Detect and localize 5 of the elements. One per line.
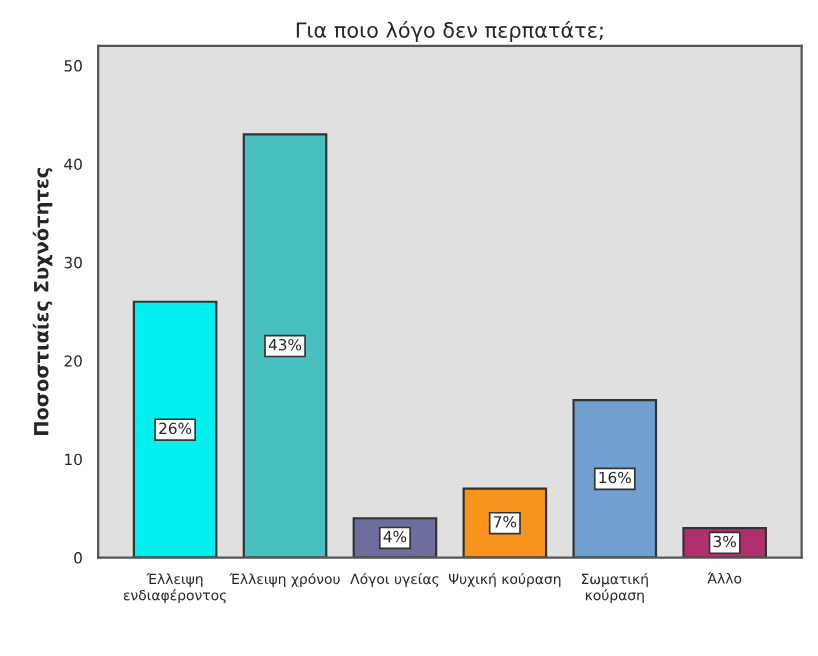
bar [572, 399, 658, 558]
chart-title: Για ποιο λόγο δεν περπατάτε; [296, 20, 603, 42]
y-axis-title: Ποσοστιαίες Συχνότητες [32, 168, 53, 435]
bar [132, 300, 218, 558]
bar [242, 133, 328, 558]
